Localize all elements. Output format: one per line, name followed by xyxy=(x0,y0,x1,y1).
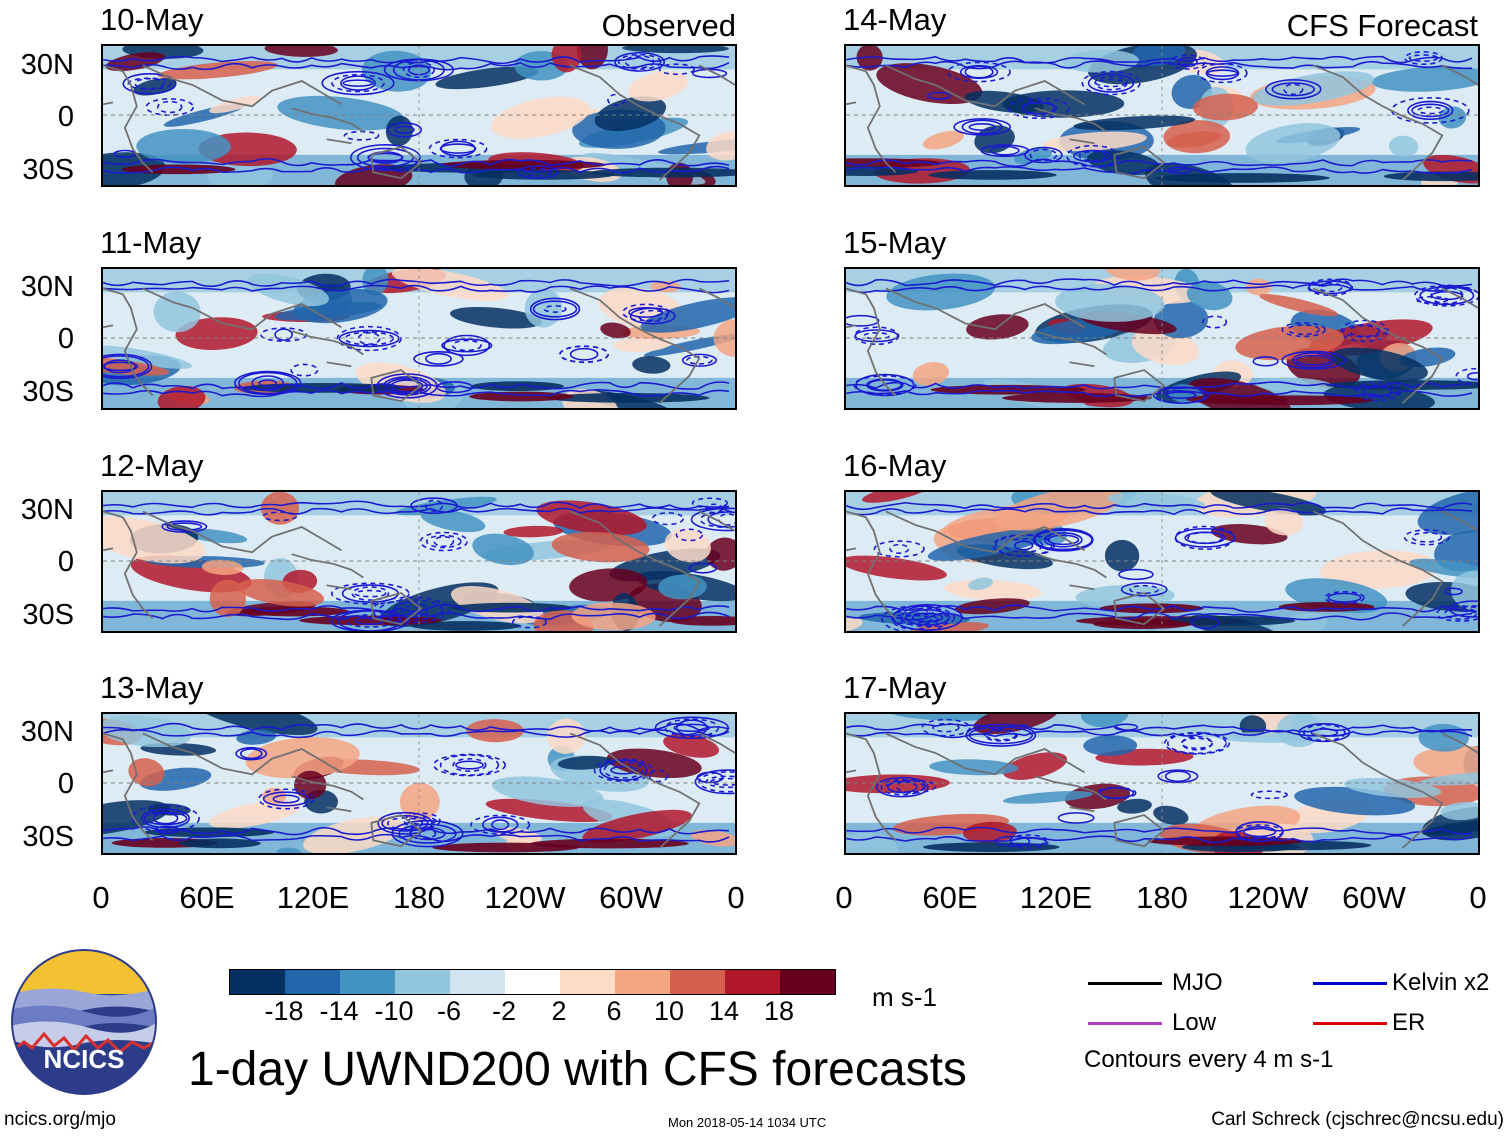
date-label-forecast: 14-May xyxy=(843,2,947,37)
date-label-forecast: 15-May xyxy=(843,225,947,260)
map-panel-forecast xyxy=(844,712,1480,855)
colorbar-swatch xyxy=(450,970,505,994)
legend-label-mjo: MJO xyxy=(1172,969,1223,996)
colorbar-tick-label: 6 xyxy=(606,996,622,1026)
colorbar-tick-label: -14 xyxy=(319,996,359,1026)
lat-label-30n: 30N xyxy=(20,49,74,81)
lon-label: 180 xyxy=(1136,880,1188,915)
lat-label-30s: 30S xyxy=(22,376,74,408)
coastlines xyxy=(846,64,1478,181)
contour-interval-note: Contours every 4 m s-1 xyxy=(1084,1046,1334,1073)
lat-label-30s: 30S xyxy=(22,599,74,631)
map-panel-forecast xyxy=(844,490,1480,633)
wind-anomaly-shading xyxy=(103,46,735,185)
colorbar-swatch xyxy=(725,970,780,994)
colorbar-swatch xyxy=(615,970,670,994)
legend-label-kelvin: Kelvin x2 xyxy=(1392,969,1490,996)
lon-label: 120W xyxy=(1227,880,1309,915)
lat-label-eq: 0 xyxy=(57,768,74,800)
date-label-observed: 11-May xyxy=(100,225,202,260)
legend-line-mjo xyxy=(1088,982,1162,985)
date-label-observed: 13-May xyxy=(100,670,204,705)
kelvin-contours xyxy=(846,718,1473,850)
colorbar xyxy=(229,969,836,995)
lat-label-eq: 0 xyxy=(57,546,74,578)
legend-line-kelvin xyxy=(1313,982,1387,985)
colorbar-tick-label: 10 xyxy=(653,996,685,1026)
footer-url[interactable]: ncics.org/mjo xyxy=(4,1109,116,1130)
lon-label: 120E xyxy=(1019,880,1093,915)
map-panel-observed xyxy=(101,490,737,633)
figure-title: 1-day UWND200 with CFS forecasts xyxy=(188,1043,967,1096)
colorbar-tick-label: -18 xyxy=(264,996,304,1026)
colorbar-tick-label: -6 xyxy=(436,996,462,1026)
lon-label: 60W xyxy=(599,880,663,915)
colorbar-swatch xyxy=(285,970,340,994)
colorbar-tick-label: 18 xyxy=(763,996,795,1026)
colorbar-swatch xyxy=(340,970,395,994)
date-label-forecast: 16-May xyxy=(843,448,947,483)
lat-label-eq: 0 xyxy=(57,101,74,133)
legend-label-er: ER xyxy=(1392,1009,1426,1036)
lon-label: 0 xyxy=(1469,880,1487,915)
colorbar-swatch xyxy=(780,970,835,994)
lon-label: 0 xyxy=(727,880,745,915)
footer-credit: Carl Schreck (cjschrec@ncsu.edu) xyxy=(1211,1109,1504,1130)
ncics-logo: NCICS xyxy=(10,948,158,1096)
lon-label: 120E xyxy=(276,880,350,915)
lon-label: 180 xyxy=(393,880,445,915)
colorbar-tick-label: 2 xyxy=(551,996,567,1026)
date-label-observed: 10-May xyxy=(100,2,204,37)
footer-timestamp: Mon 2018-05-14 1034 UTC xyxy=(668,1115,827,1130)
map-panel-observed xyxy=(101,712,737,855)
coastlines xyxy=(103,287,735,404)
colorbar-swatch xyxy=(560,970,615,994)
map-panel-forecast xyxy=(844,44,1480,187)
lat-label-30n: 30N xyxy=(20,271,74,303)
legend-label-low: Low xyxy=(1172,1009,1217,1036)
legend-line-er xyxy=(1313,1022,1387,1025)
lat-label-30n: 30N xyxy=(20,716,74,748)
date-label-observed: 12-May xyxy=(100,448,204,483)
colorbar-swatch xyxy=(230,970,285,994)
lat-label-30s: 30S xyxy=(22,821,74,853)
lon-label: 60E xyxy=(179,880,235,915)
coastlines xyxy=(103,64,735,181)
map-panel-observed xyxy=(101,267,737,410)
colorbar-tick-label: -2 xyxy=(491,996,517,1026)
colorbar-units: m s-1 xyxy=(872,982,937,1012)
coastlines xyxy=(103,732,735,849)
forecast-label: CFS Forecast xyxy=(1286,8,1478,43)
colorbar-swatch xyxy=(395,970,450,994)
lat-label-eq: 0 xyxy=(57,323,74,355)
colorbar-swatch xyxy=(505,970,560,994)
lon-label: 60W xyxy=(1342,880,1406,915)
lon-label: 120W xyxy=(484,880,566,915)
coastlines xyxy=(846,510,1478,627)
coastlines xyxy=(846,287,1478,404)
kelvin-contours xyxy=(103,278,730,399)
observed-label: Observed xyxy=(601,8,736,43)
colorbar-swatch xyxy=(670,970,725,994)
lon-label: 0 xyxy=(92,880,110,915)
lat-label-30s: 30S xyxy=(22,154,74,186)
coastlines xyxy=(846,732,1478,849)
map-panel-forecast xyxy=(844,267,1480,410)
lat-label-30n: 30N xyxy=(20,494,74,526)
kelvin-contours xyxy=(103,716,735,848)
colorbar-tick-label: 14 xyxy=(708,996,740,1026)
legend-line-low xyxy=(1088,1022,1162,1025)
logo-text: NCICS xyxy=(44,1044,125,1074)
kelvin-contours xyxy=(103,51,730,179)
lon-label: 60E xyxy=(922,880,978,915)
lon-label: 0 xyxy=(835,880,853,915)
date-label-forecast: 17-May xyxy=(843,670,947,705)
colorbar-tick-label: -10 xyxy=(374,996,414,1026)
map-panel-observed xyxy=(101,44,737,187)
coastlines xyxy=(103,510,735,627)
